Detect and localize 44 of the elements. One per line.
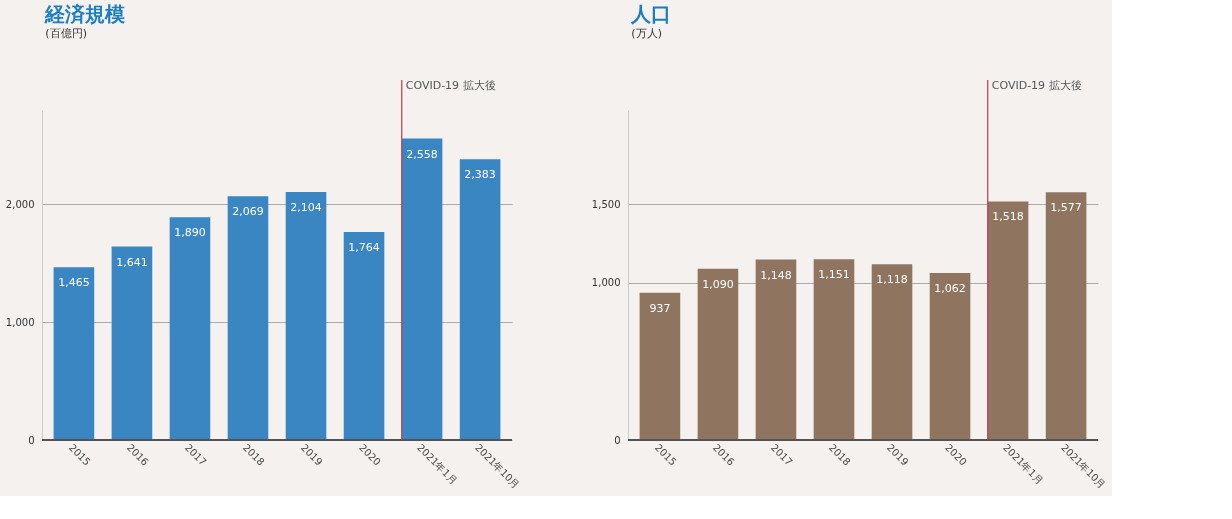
data-label: 2,383	[464, 168, 496, 182]
data-label: 1,090	[702, 277, 734, 291]
bar	[169, 217, 211, 440]
bar	[53, 267, 95, 440]
bar	[639, 292, 681, 440]
bar	[227, 196, 269, 440]
data-label: 1,118	[876, 273, 908, 287]
data-label: 2,558	[406, 147, 438, 161]
data-label: 2,104	[290, 201, 322, 215]
data-label: 1,518	[992, 210, 1024, 224]
bar	[813, 259, 855, 440]
chart-subtitle: (百億円)	[45, 27, 87, 41]
bar	[755, 259, 797, 440]
y-tick-label: 2,000	[5, 198, 35, 210]
bar	[459, 159, 501, 440]
bar	[401, 138, 443, 440]
data-label: 1,465	[58, 276, 90, 290]
bar	[987, 201, 1029, 440]
data-label: 1,148	[760, 268, 792, 282]
data-label: 1,151	[818, 268, 850, 282]
bar	[343, 232, 385, 440]
data-label: 1,577	[1050, 201, 1082, 215]
ref-line-label: COVID-19 拡大後	[991, 79, 1082, 92]
y-tick-label: 1,000	[591, 277, 621, 289]
chart-subtitle: (万人)	[631, 27, 662, 41]
y-tick-label: 0	[614, 434, 621, 446]
bar	[871, 264, 913, 440]
data-label: 1,641	[116, 255, 148, 269]
ref-line-label: COVID-19 拡大後	[405, 79, 496, 92]
data-label: 2,069	[232, 205, 264, 219]
chart-title: 経済規模	[44, 2, 126, 27]
bar	[285, 192, 327, 440]
bar	[929, 273, 971, 440]
bar	[1045, 192, 1087, 440]
data-label: 1,062	[934, 282, 966, 296]
data-label: 937	[649, 301, 671, 315]
bar	[697, 268, 739, 440]
data-label: 1,764	[348, 241, 380, 255]
y-tick-label: 1,000	[5, 316, 35, 328]
y-tick-label: 0	[28, 434, 35, 446]
bar	[111, 246, 153, 440]
chart-title: 人口	[630, 2, 672, 27]
data-label: 1,890	[174, 226, 206, 240]
y-tick-label: 1,500	[591, 198, 621, 210]
